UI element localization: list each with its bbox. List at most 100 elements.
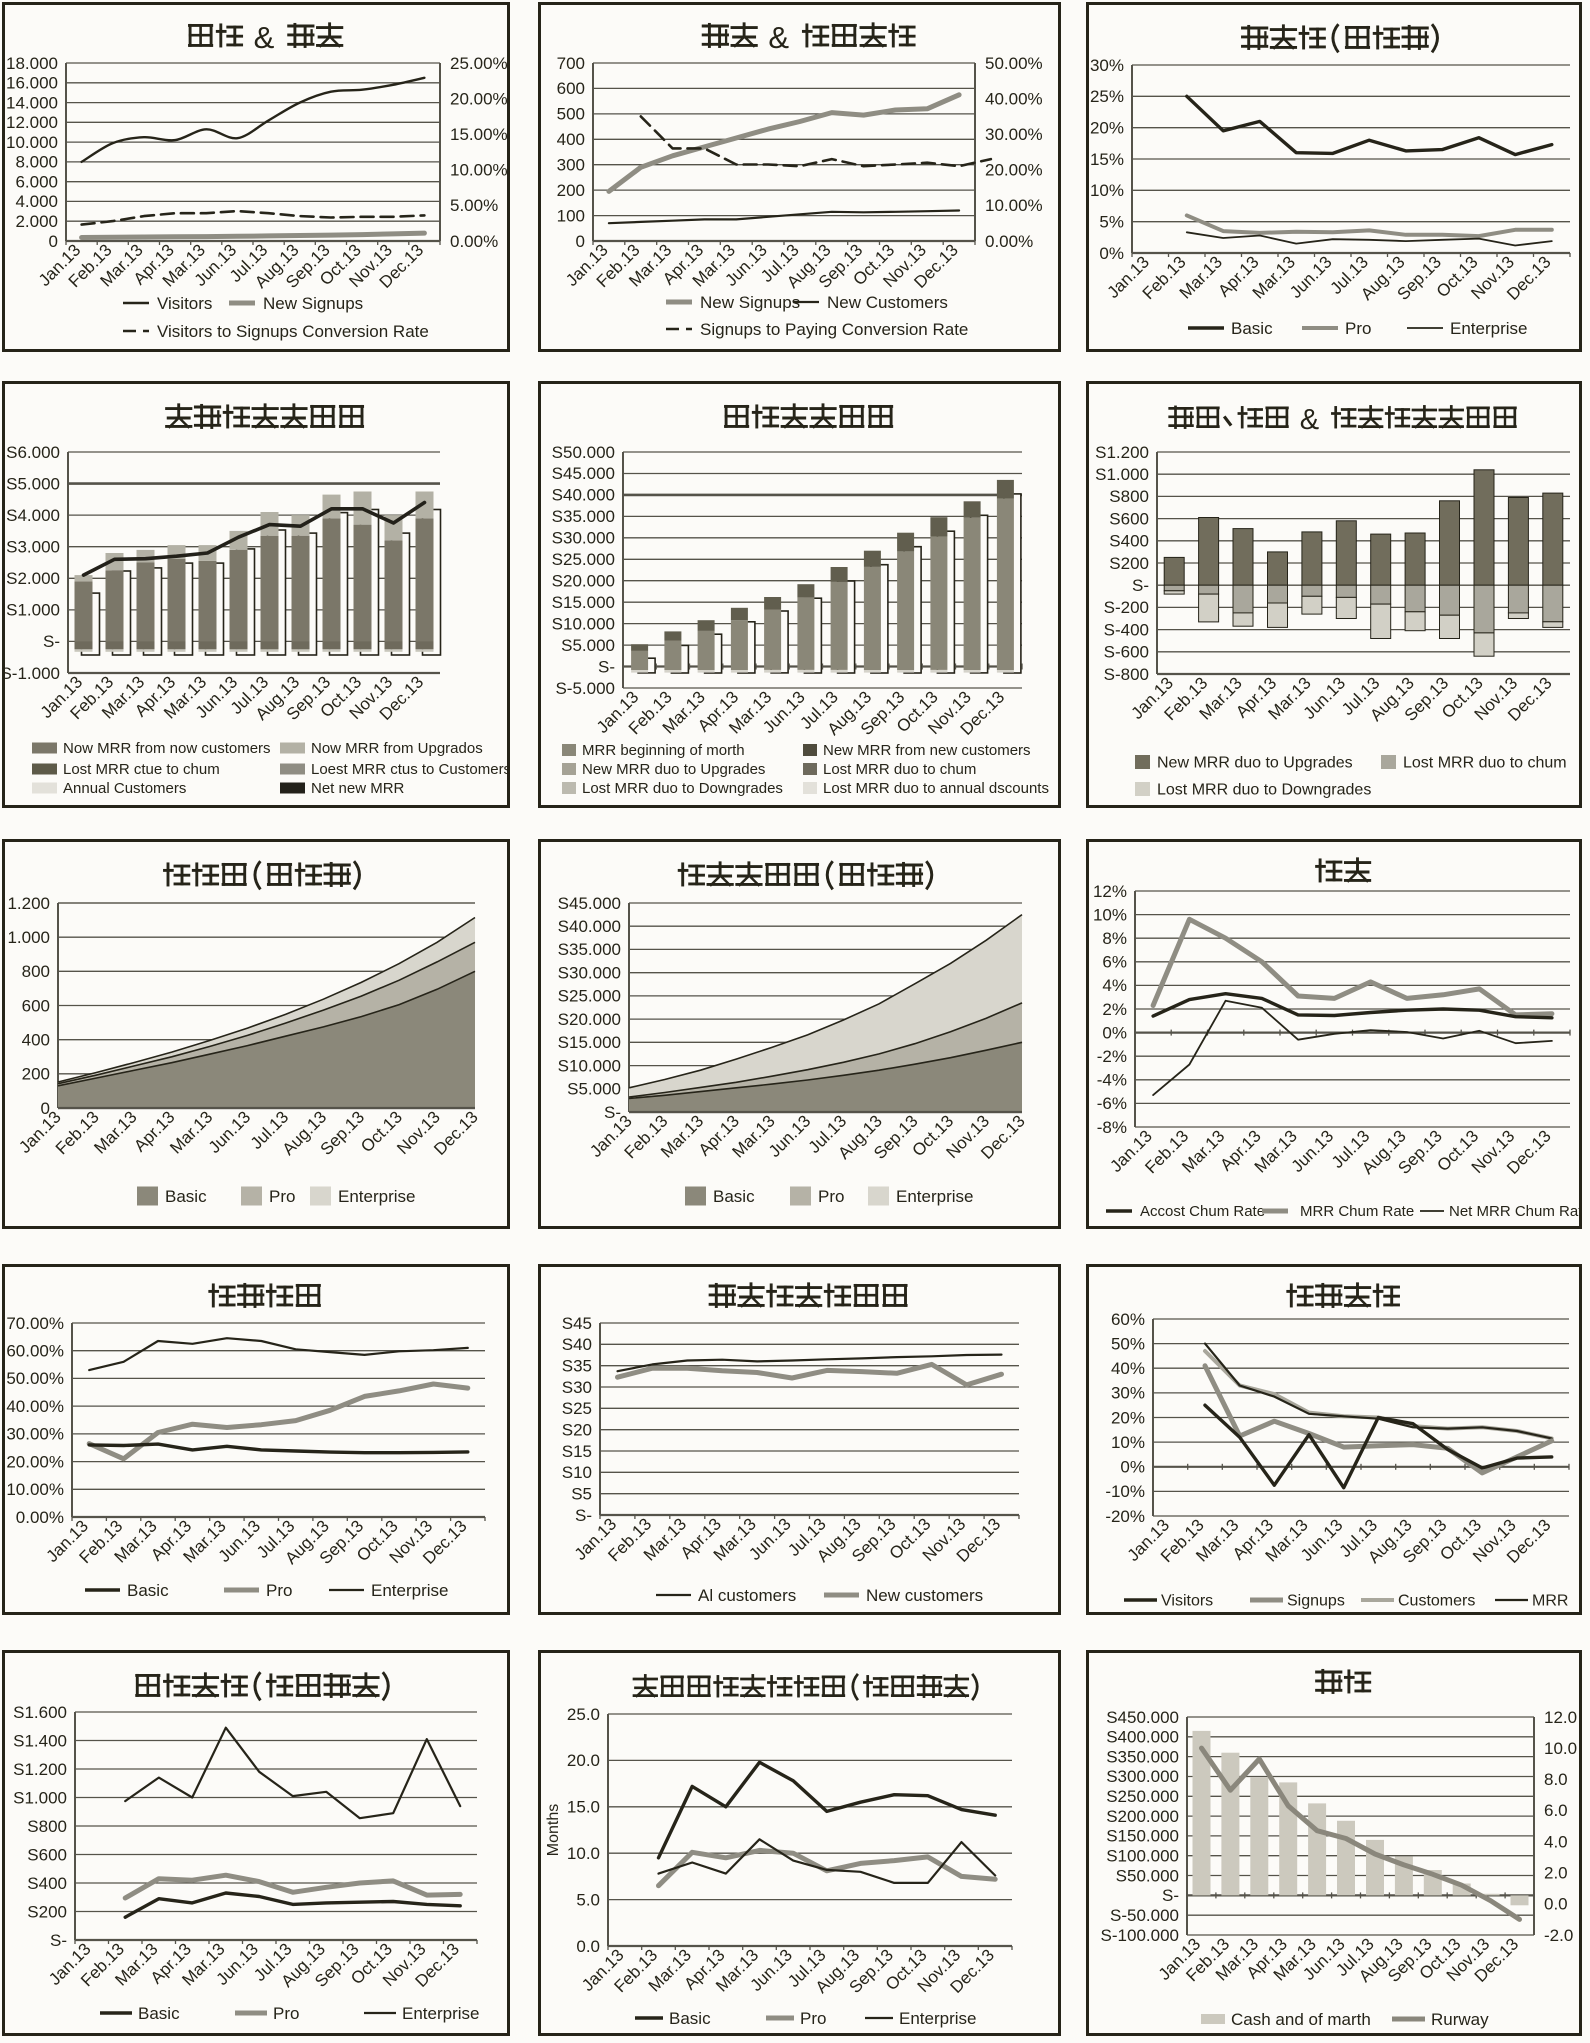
svg-text:S1.000: S1.000: [6, 601, 60, 620]
svg-text:MRR: MRR: [1532, 1593, 1568, 1610]
svg-text:New Customers: New Customers: [827, 293, 948, 312]
svg-text:New Signups: New Signups: [263, 294, 363, 313]
svg-text:10.00%: 10.00%: [6, 1480, 64, 1499]
svg-text:Enterprise: Enterprise: [338, 1187, 415, 1206]
svg-text:10.0: 10.0: [567, 1844, 600, 1863]
svg-text:&: &: [768, 20, 789, 55]
svg-text:1.000: 1.000: [7, 928, 50, 947]
svg-text:S300.000: S300.000: [1106, 1767, 1179, 1786]
svg-text:800: 800: [22, 962, 50, 981]
svg-text:5.00%: 5.00%: [450, 196, 498, 215]
svg-text:0.0: 0.0: [1544, 1895, 1568, 1914]
svg-text:10%: 10%: [1090, 181, 1124, 200]
svg-text:S150.000: S150.000: [1106, 1827, 1179, 1846]
svg-text:Enterprise: Enterprise: [896, 1187, 973, 1206]
svg-text:MRR Chum Rate: MRR Chum Rate: [1300, 1203, 1414, 1220]
svg-text:10.00%: 10.00%: [450, 161, 508, 180]
svg-text:0%: 0%: [1102, 1023, 1127, 1042]
svg-text:Al customers: Al customers: [698, 1586, 796, 1605]
svg-text:12%: 12%: [1093, 882, 1127, 901]
svg-text:S50.000: S50.000: [552, 443, 615, 462]
svg-text:S10: S10: [562, 1463, 592, 1482]
svg-text:S45.000: S45.000: [558, 894, 621, 913]
svg-text:Annual Customers: Annual Customers: [63, 780, 186, 797]
svg-text:S350.000: S350.000: [1106, 1747, 1179, 1766]
svg-text:-10%: -10%: [1105, 1482, 1145, 1501]
svg-text:25.0: 25.0: [567, 1705, 600, 1724]
svg-text:10%: 10%: [1093, 905, 1127, 924]
svg-text:300: 300: [557, 156, 585, 175]
svg-text:S1.000: S1.000: [13, 1788, 67, 1807]
svg-text:Signups: Signups: [1287, 1593, 1345, 1610]
svg-text:0.00%: 0.00%: [450, 232, 498, 251]
svg-text:0: 0: [49, 232, 58, 251]
svg-text:New MRR duo to Upgrades: New MRR duo to Upgrades: [1157, 755, 1353, 772]
svg-text:S30: S30: [562, 1378, 592, 1397]
svg-text:S-: S-: [575, 1506, 592, 1525]
svg-text:Basic: Basic: [1231, 319, 1273, 338]
svg-text:S10.000: S10.000: [558, 1056, 621, 1075]
svg-text:-2%: -2%: [1097, 1047, 1127, 1066]
svg-text:S3.000: S3.000: [6, 538, 60, 557]
svg-text:S-: S-: [598, 657, 615, 676]
svg-text:S600: S600: [1109, 509, 1149, 528]
svg-text:30%: 30%: [1090, 56, 1124, 75]
svg-text:MRR beginning of morth: MRR beginning of morth: [582, 742, 745, 759]
svg-text:S800: S800: [1109, 487, 1149, 506]
svg-text:S100.000: S100.000: [1106, 1847, 1179, 1866]
svg-text:S20.000: S20.000: [558, 1010, 621, 1029]
svg-text:-20%: -20%: [1105, 1507, 1145, 1526]
svg-text:Lost MRR duo to annual dscount: Lost MRR duo to annual dscounts: [823, 780, 1049, 797]
svg-text:S25.000: S25.000: [552, 550, 615, 569]
svg-text:Pro: Pro: [269, 1187, 295, 1206]
svg-text:60%: 60%: [1111, 1310, 1145, 1329]
svg-text:0: 0: [576, 232, 585, 251]
svg-text:Net MRR Chum Rate: Net MRR Chum Rate: [1449, 1203, 1582, 1220]
svg-text:S4.000: S4.000: [6, 506, 60, 525]
svg-text:Cash and of marth: Cash and of marth: [1231, 2010, 1371, 2029]
svg-text:Lost MRR duo to Downgrades: Lost MRR duo to Downgrades: [582, 780, 783, 797]
svg-text:50.00%: 50.00%: [985, 54, 1043, 73]
svg-text:700: 700: [557, 54, 585, 73]
svg-text:40%: 40%: [1111, 1359, 1145, 1378]
svg-text:200: 200: [22, 1065, 50, 1084]
svg-text:50%: 50%: [1111, 1334, 1145, 1353]
svg-text:S1.200: S1.200: [1095, 443, 1149, 462]
svg-text:S25: S25: [562, 1399, 592, 1418]
svg-text:8.000: 8.000: [15, 153, 58, 172]
svg-text:S40.000: S40.000: [552, 486, 615, 505]
svg-text:0: 0: [41, 1099, 50, 1118]
svg-text:S-1.000: S-1.000: [2, 664, 60, 683]
svg-text:S-: S-: [43, 632, 60, 651]
svg-text:4.000: 4.000: [15, 192, 58, 211]
svg-text:S-50.000: S-50.000: [1110, 1906, 1179, 1925]
svg-text:400: 400: [557, 130, 585, 149]
svg-text:6%: 6%: [1102, 953, 1127, 972]
svg-text:8.0: 8.0: [1544, 1770, 1568, 1789]
svg-text:Net new MRR: Net new MRR: [311, 780, 405, 797]
svg-text:S-: S-: [1162, 1886, 1179, 1905]
svg-text:1.200: 1.200: [7, 894, 50, 913]
svg-text:30.00%: 30.00%: [985, 125, 1043, 144]
svg-text:Pro: Pro: [266, 1581, 292, 1600]
svg-text:-4%: -4%: [1097, 1071, 1127, 1090]
svg-text:30.00%: 30.00%: [6, 1425, 64, 1444]
svg-text:Visitors: Visitors: [157, 294, 212, 313]
svg-text:S25.000: S25.000: [558, 987, 621, 1006]
svg-text:5%: 5%: [1099, 212, 1124, 231]
svg-text:Months: Months: [545, 1804, 562, 1856]
svg-text:S30.000: S30.000: [552, 529, 615, 548]
svg-text:Basic: Basic: [127, 1581, 169, 1600]
svg-text:20.00%: 20.00%: [450, 89, 508, 108]
svg-text:15.00%: 15.00%: [450, 125, 508, 144]
svg-text:Customers: Customers: [1398, 1593, 1475, 1610]
svg-text:8%: 8%: [1102, 929, 1127, 948]
svg-text:S-800: S-800: [1104, 665, 1149, 684]
svg-text:Pro: Pro: [818, 1187, 844, 1206]
svg-text:S15.000: S15.000: [558, 1033, 621, 1052]
svg-text:S35.000: S35.000: [552, 507, 615, 526]
svg-text:15%: 15%: [1090, 150, 1124, 169]
svg-text:New customers: New customers: [866, 1586, 983, 1605]
svg-text:S-: S-: [1132, 576, 1149, 595]
svg-text:S10.000: S10.000: [552, 614, 615, 633]
